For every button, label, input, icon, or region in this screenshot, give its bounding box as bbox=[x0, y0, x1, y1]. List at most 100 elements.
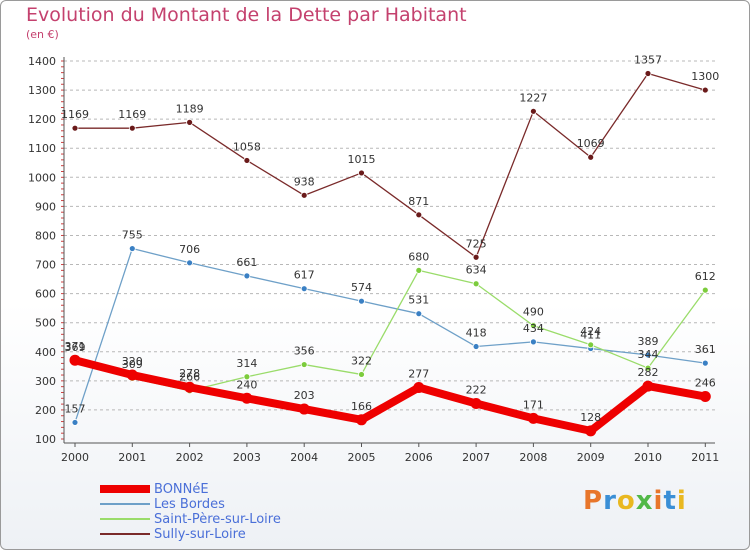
data-label: 277 bbox=[408, 368, 429, 381]
data-point bbox=[300, 361, 308, 368]
data-point bbox=[701, 359, 709, 367]
legend-label: Les Bordes bbox=[154, 497, 225, 512]
data-point bbox=[241, 392, 253, 404]
data-label: 371 bbox=[65, 340, 86, 353]
data-label: 531 bbox=[408, 294, 429, 307]
data-point bbox=[530, 322, 537, 330]
data-point bbox=[644, 70, 652, 77]
series-line bbox=[74, 269, 706, 392]
data-label: 1169 bbox=[118, 108, 146, 121]
y-tick-label: 1100 bbox=[28, 142, 56, 155]
data-label: 871 bbox=[408, 195, 429, 208]
legend-swatch bbox=[100, 518, 150, 520]
x-tick-label: 2008 bbox=[519, 451, 547, 464]
chart-title: Evolution du Montant de la Dette par Hab… bbox=[26, 4, 467, 26]
data-point bbox=[530, 107, 537, 115]
y-tick-label: 1400 bbox=[28, 55, 56, 68]
data-point bbox=[415, 310, 423, 318]
data-label: 634 bbox=[466, 264, 487, 277]
data-point bbox=[71, 419, 79, 426]
proxiti-logo: Proxiti bbox=[583, 486, 687, 516]
data-label: 278 bbox=[179, 367, 200, 380]
data-point bbox=[415, 266, 423, 274]
data-label: 938 bbox=[294, 175, 315, 188]
data-label: 661 bbox=[236, 256, 257, 269]
data-point bbox=[472, 253, 480, 261]
data-label: 1227 bbox=[519, 91, 547, 104]
data-point bbox=[644, 351, 652, 359]
data-point bbox=[243, 157, 251, 164]
data-label: 617 bbox=[294, 269, 315, 282]
data-point bbox=[243, 272, 251, 280]
data-point bbox=[358, 297, 365, 305]
unit-label: (en €) bbox=[26, 28, 59, 41]
data-point bbox=[585, 425, 597, 437]
data-label: 171 bbox=[523, 398, 544, 411]
data-point bbox=[126, 369, 138, 381]
data-point bbox=[470, 398, 482, 410]
data-point bbox=[356, 414, 367, 426]
line-chart: 100 200 300 400 500 600 700 800 900 1000 1100 1200 1… bbox=[28, 54, 719, 464]
data-label: 282 bbox=[638, 366, 659, 379]
data-point bbox=[69, 354, 81, 366]
data-point bbox=[472, 280, 480, 288]
legend-swatch bbox=[100, 533, 150, 535]
data-label: 1300 bbox=[691, 70, 719, 83]
y-tick-label: 600 bbox=[35, 288, 56, 301]
series-line bbox=[71, 356, 710, 435]
data-point bbox=[71, 124, 79, 132]
data-point bbox=[184, 381, 196, 393]
data-point bbox=[128, 245, 136, 252]
data-point bbox=[358, 169, 365, 177]
data-label: 266 bbox=[179, 371, 200, 384]
y-tick-label: 100 bbox=[35, 433, 56, 446]
logo-letter: o bbox=[616, 486, 636, 516]
series-line bbox=[74, 247, 706, 424]
data-label: 222 bbox=[466, 384, 487, 397]
legend-label: BONNéE bbox=[154, 482, 209, 497]
data-label: 246 bbox=[695, 377, 716, 390]
data-label: 706 bbox=[179, 243, 200, 256]
data-label: 574 bbox=[351, 281, 372, 294]
data-point bbox=[358, 371, 365, 378]
logo-letter: i bbox=[676, 486, 687, 516]
data-point bbox=[300, 285, 308, 293]
data-point bbox=[527, 412, 539, 424]
data-point bbox=[587, 153, 595, 161]
legend-label: Saint-Père-sur-Loire bbox=[154, 512, 281, 527]
legend-swatch bbox=[100, 485, 150, 493]
data-label: 314 bbox=[236, 357, 257, 370]
logo-letter: i bbox=[653, 486, 664, 516]
series-line bbox=[74, 72, 706, 258]
data-point bbox=[186, 118, 194, 126]
data-point bbox=[472, 343, 480, 350]
data-point bbox=[128, 124, 136, 132]
x-tick-label: 2002 bbox=[176, 451, 204, 464]
data-label: 157 bbox=[65, 402, 86, 415]
x-tick-label: 2011 bbox=[691, 451, 719, 464]
data-label: 203 bbox=[294, 389, 315, 402]
x-tick-label: 2003 bbox=[233, 451, 261, 464]
data-label: 369 bbox=[65, 341, 86, 354]
x-tick-label: 2007 bbox=[462, 451, 490, 464]
data-label: 240 bbox=[236, 378, 257, 391]
data-label: 725 bbox=[466, 237, 487, 250]
data-point bbox=[413, 382, 425, 394]
logo-letter: x bbox=[635, 486, 654, 516]
data-label: 434 bbox=[523, 322, 544, 335]
data-point bbox=[699, 391, 711, 403]
y-tick-label: 1000 bbox=[28, 171, 56, 184]
logo-letter: P bbox=[583, 486, 604, 516]
data-point bbox=[701, 286, 709, 294]
x-tick-label: 2001 bbox=[118, 451, 146, 464]
y-tick-label: 400 bbox=[35, 346, 56, 359]
legend-swatch bbox=[100, 503, 150, 505]
data-point bbox=[644, 364, 652, 372]
data-label: 411 bbox=[580, 329, 601, 342]
data-label: 755 bbox=[122, 229, 143, 242]
data-label: 344 bbox=[638, 348, 659, 361]
y-tick-label: 700 bbox=[35, 259, 56, 272]
y-tick-label: 1200 bbox=[28, 113, 56, 126]
data-label: 309 bbox=[122, 358, 143, 371]
